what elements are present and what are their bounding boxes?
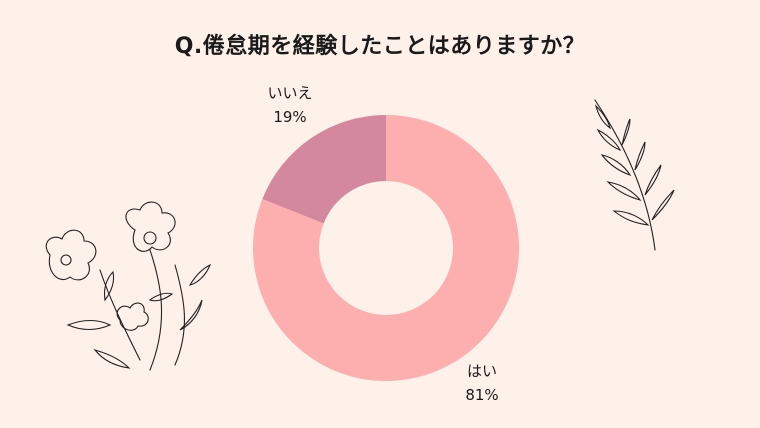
- slice-value-hai: 81%: [465, 386, 498, 404]
- slice-label-iie: いいえ: [267, 84, 312, 102]
- slice-label-hai: はい: [467, 362, 497, 380]
- chart-title: Q.倦怠期を経験したことはありますか？: [174, 34, 586, 59]
- slice-iie: [262, 115, 386, 224]
- slice-hai: [252, 115, 519, 381]
- slice-value-iie: 19%: [273, 108, 306, 126]
